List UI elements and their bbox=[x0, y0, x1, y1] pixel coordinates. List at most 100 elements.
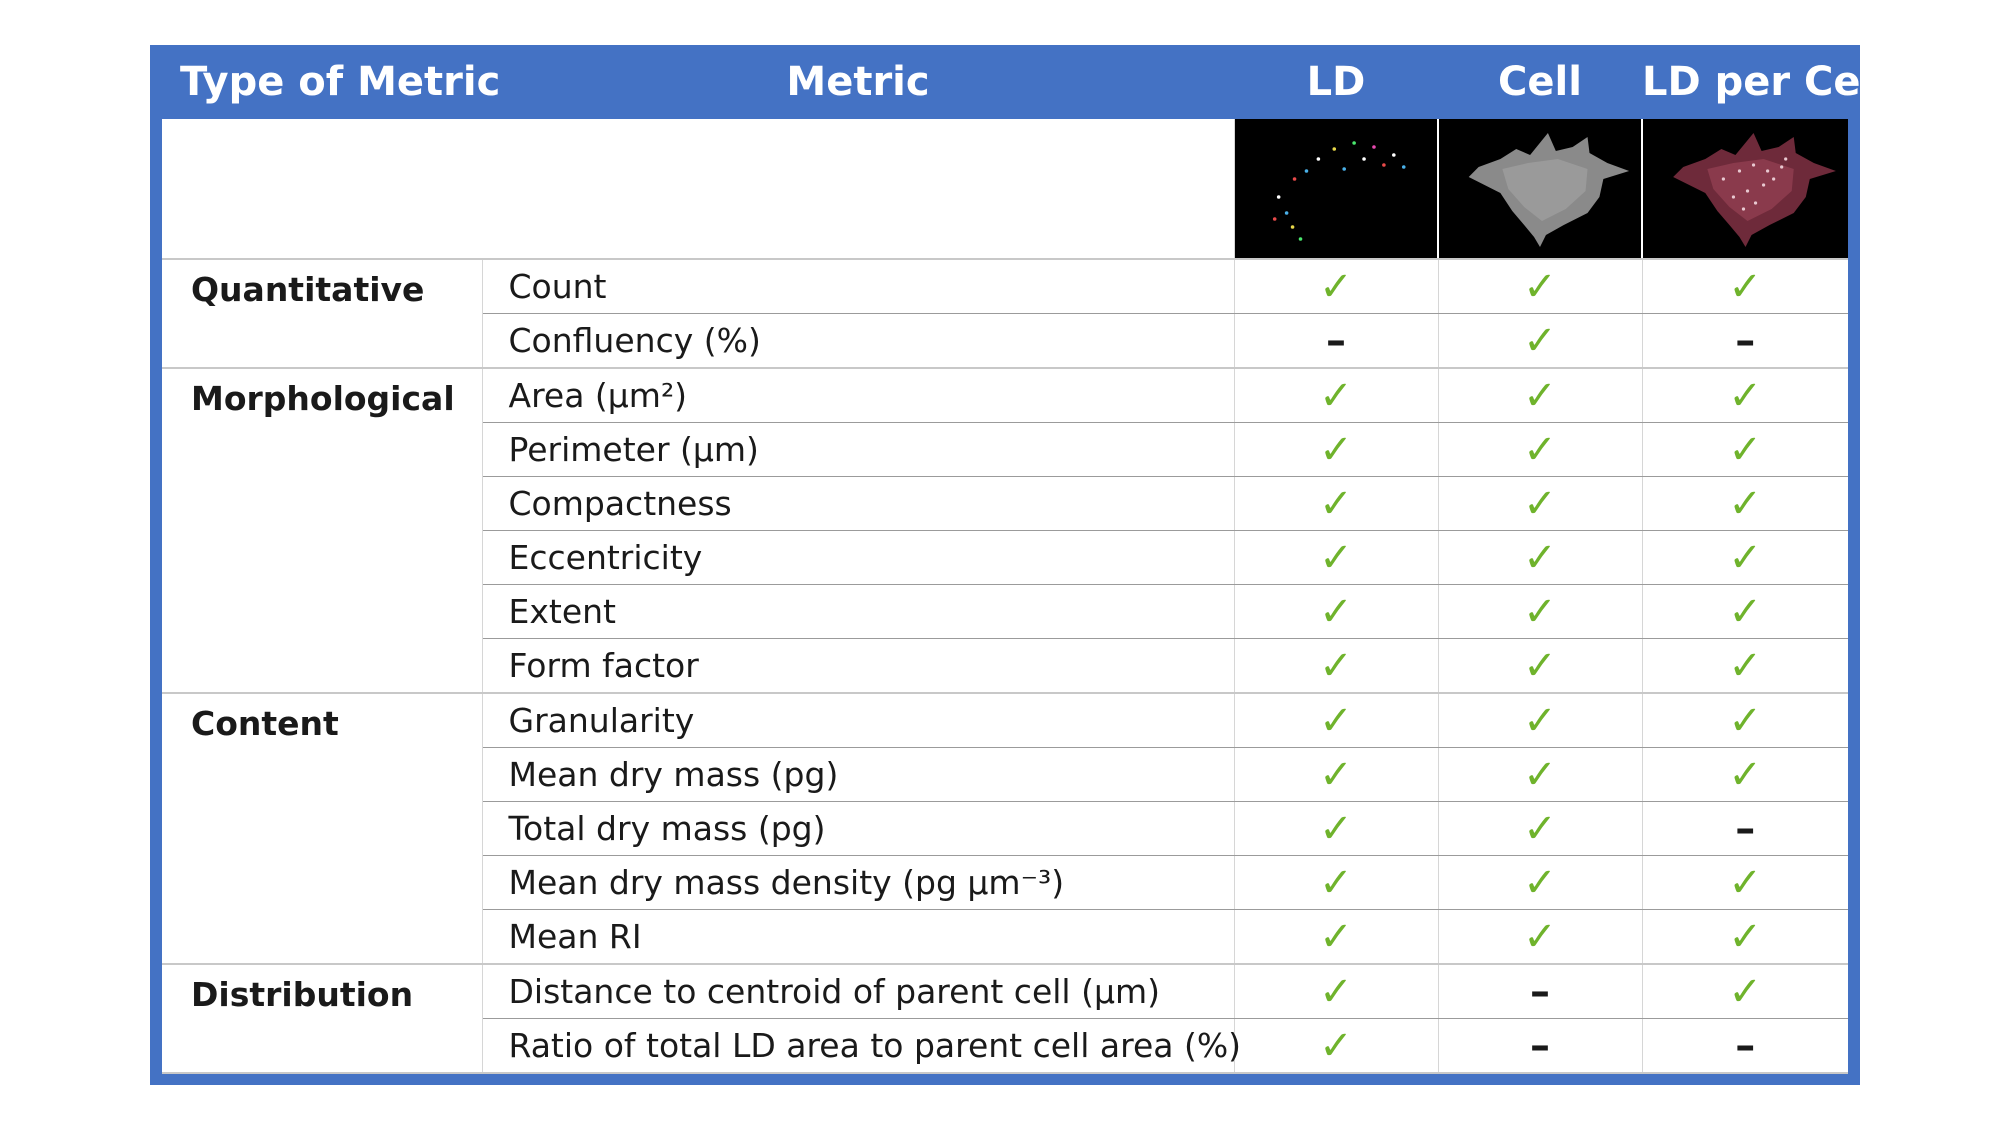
table-row: Mean dry mass (pg) ✓ ✓ ✓ bbox=[162, 747, 1848, 802]
cell-cell: ✓ bbox=[1438, 638, 1643, 694]
check-icon: ✓ bbox=[1319, 859, 1353, 906]
check-icon: ✓ bbox=[1728, 263, 1762, 310]
lipid-droplet-dot bbox=[1272, 217, 1276, 221]
check-icon: ✓ bbox=[1319, 913, 1353, 960]
lipid-droplet-dot bbox=[1401, 165, 1406, 169]
check-icon: ✓ bbox=[1523, 480, 1557, 527]
lipid-droplet-dot bbox=[1351, 141, 1356, 145]
cell-ld-per-cell: ✓ bbox=[1642, 530, 1848, 585]
check-icon: ✓ bbox=[1319, 968, 1353, 1015]
lipid-droplet-dot bbox=[1298, 237, 1302, 241]
dash-icon: – bbox=[1735, 805, 1756, 852]
header-type-of-metric: Type of Metric bbox=[162, 45, 500, 119]
metric-name: Granularity bbox=[482, 693, 1235, 748]
metric-name: Compactness bbox=[482, 476, 1235, 531]
lipid-droplet-dot bbox=[1731, 195, 1736, 199]
cell-ld: ✓ bbox=[1234, 638, 1439, 694]
check-icon: ✓ bbox=[1728, 913, 1762, 960]
ld-thumbnail-image bbox=[1234, 119, 1439, 260]
cell-ld-per-cell: ✓ bbox=[1642, 476, 1848, 531]
check-icon: ✓ bbox=[1319, 480, 1353, 527]
cell-ld-per-cell: ✓ bbox=[1642, 964, 1848, 1019]
dash-icon: – bbox=[1530, 968, 1550, 1015]
lipid-droplet-dot bbox=[1371, 145, 1376, 149]
table-row: Eccentricity ✓ ✓ ✓ bbox=[162, 530, 1848, 585]
ld-thumbnail-svg bbox=[1234, 119, 1437, 258]
check-icon: ✓ bbox=[1728, 534, 1762, 581]
check-icon: ✓ bbox=[1728, 751, 1762, 798]
cell-ld-per-cell: – bbox=[1642, 801, 1848, 856]
lipid-droplet-dot bbox=[1292, 177, 1296, 181]
cell-cell: ✓ bbox=[1438, 693, 1643, 748]
cell-ld: ✓ bbox=[1234, 259, 1439, 314]
metric-name: Extent bbox=[482, 584, 1235, 639]
cell-ld: ✓ bbox=[1234, 964, 1439, 1019]
check-icon: ✓ bbox=[1523, 751, 1557, 798]
metric-type-morphological: Morphological bbox=[162, 368, 483, 694]
cell-ld: ✓ bbox=[1234, 855, 1439, 910]
check-icon: ✓ bbox=[1728, 642, 1762, 689]
check-icon: ✓ bbox=[1319, 805, 1353, 852]
header-ld-per-cell: LD per Cell bbox=[1642, 45, 1888, 119]
check-icon: ✓ bbox=[1319, 263, 1353, 310]
check-icon: ✓ bbox=[1319, 1022, 1353, 1069]
lipid-droplet-dot bbox=[1741, 207, 1746, 211]
cell-ld: ✓ bbox=[1234, 476, 1439, 531]
table-row: Confluency (%) – ✓ – bbox=[162, 313, 1848, 369]
cell-ld-per-cell: ✓ bbox=[1642, 638, 1848, 694]
check-icon: ✓ bbox=[1523, 317, 1557, 364]
table-row: Total dry mass (pg) ✓ ✓ – bbox=[162, 801, 1848, 856]
lipid-droplet-dot bbox=[1780, 165, 1784, 169]
table-row: Mean dry mass density (pg µm⁻³) ✓ ✓ ✓ bbox=[162, 855, 1848, 910]
cell-cell: ✓ bbox=[1438, 584, 1643, 639]
metric-name: Ratio of total LD area to parent cell ar… bbox=[482, 1018, 1241, 1074]
lipid-droplet-dot bbox=[1784, 157, 1788, 161]
lipid-droplet-dot bbox=[1751, 163, 1756, 167]
lipid-droplet-dot bbox=[1737, 169, 1742, 173]
check-icon: ✓ bbox=[1728, 426, 1762, 473]
lipid-droplet-dot bbox=[1761, 183, 1766, 187]
cell-ld: ✓ bbox=[1234, 1018, 1439, 1074]
metric-name: Confluency (%) bbox=[482, 313, 1235, 369]
lipid-droplet-dot bbox=[1284, 211, 1288, 215]
cell-ld-per-cell: ✓ bbox=[1642, 693, 1848, 748]
cell-ld: ✓ bbox=[1234, 530, 1439, 585]
metric-name: Mean dry mass density (pg µm⁻³) bbox=[482, 855, 1235, 910]
lipid-droplet-dot bbox=[1331, 147, 1336, 151]
check-icon: ✓ bbox=[1523, 913, 1557, 960]
table-row: Quantitative Count ✓ ✓ ✓ bbox=[162, 259, 1848, 369]
check-icon: ✓ bbox=[1728, 588, 1762, 635]
metric-name: Mean dry mass (pg) bbox=[482, 747, 1235, 802]
metric-name: Total dry mass (pg) bbox=[482, 801, 1235, 856]
image-row-blank-type bbox=[162, 119, 482, 260]
ld-per-cell-thumbnail-svg bbox=[1643, 119, 1848, 258]
table-row: Perimeter (µm) ✓ ✓ ✓ bbox=[162, 422, 1848, 477]
check-icon: ✓ bbox=[1523, 372, 1557, 419]
cell-ld: ✓ bbox=[1234, 584, 1439, 639]
cell-ld-per-cell: ✓ bbox=[1642, 855, 1848, 910]
table-row: Form factor ✓ ✓ ✓ bbox=[162, 638, 1848, 694]
dash-icon: – bbox=[1530, 1022, 1550, 1069]
cell-cell: – bbox=[1438, 1018, 1643, 1074]
cell-ld-per-cell: – bbox=[1642, 1018, 1848, 1074]
metric-name: Area (µm²) bbox=[482, 368, 1235, 423]
cell-ld-per-cell: ✓ bbox=[1642, 368, 1848, 423]
dash-icon: – bbox=[1735, 1022, 1756, 1069]
check-icon: ✓ bbox=[1319, 588, 1353, 635]
table-row: Ratio of total LD area to parent cell ar… bbox=[162, 1018, 1848, 1074]
metric-name: Form factor bbox=[482, 638, 1235, 694]
check-icon: ✓ bbox=[1319, 751, 1353, 798]
metric-name: Perimeter (µm) bbox=[482, 422, 1235, 477]
cell-ld-per-cell: ✓ bbox=[1642, 909, 1848, 965]
cell-ld: ✓ bbox=[1234, 747, 1439, 802]
lipid-droplet-dot bbox=[1753, 201, 1758, 205]
cell-ld: – bbox=[1234, 313, 1439, 369]
check-icon: ✓ bbox=[1728, 968, 1762, 1015]
header-row: Type of Metric Metric LD Cell LD per Cel… bbox=[162, 45, 1888, 119]
cell-ld: ✓ bbox=[1234, 368, 1439, 423]
lipid-droplet-dot bbox=[1304, 169, 1308, 173]
header-cell: Cell bbox=[1438, 45, 1642, 119]
table-row: Compactness ✓ ✓ ✓ bbox=[162, 476, 1848, 531]
lipid-droplet-dot bbox=[1341, 167, 1346, 171]
metric-name: Distance to centroid of parent cell (µm) bbox=[482, 964, 1235, 1019]
